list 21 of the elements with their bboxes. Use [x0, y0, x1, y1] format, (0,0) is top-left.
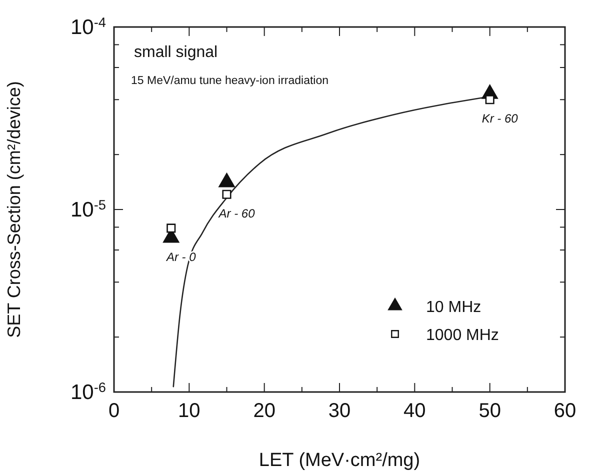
x-tick-label: 10	[178, 400, 200, 422]
y-tick-label: 10$^{-4}$	[70, 14, 106, 39]
y-tick-label: 10$^{-5}$	[70, 197, 106, 222]
text: 15 MeV/amu tune heavy-ion irradiation	[131, 75, 329, 87]
x-tick-label: 20	[253, 400, 276, 422]
x-tick-label: 40	[404, 400, 426, 422]
y-tick-label: 10$^{-6}$	[70, 380, 106, 404]
legend-label: 1000 MHz	[426, 327, 499, 344]
x-tick-label: 30	[328, 400, 351, 422]
x-tick-label: 50	[478, 400, 501, 422]
x-axis-title: LET (MeV·cm²/mg)	[258, 450, 420, 471]
point	[166, 224, 176, 233]
text: small signal	[134, 44, 218, 61]
point	[218, 173, 235, 188]
annotation: Ar - 60	[218, 206, 256, 220]
annotation: Kr - 60	[482, 112, 518, 126]
y-axis-title: SET Cross-Section (cm²/device)	[4, 81, 24, 338]
legend-label: 10 MHz	[426, 299, 482, 316]
x-tick-label: 0	[108, 400, 120, 422]
point	[222, 190, 232, 199]
x-tick-label: 60	[554, 400, 576, 422]
